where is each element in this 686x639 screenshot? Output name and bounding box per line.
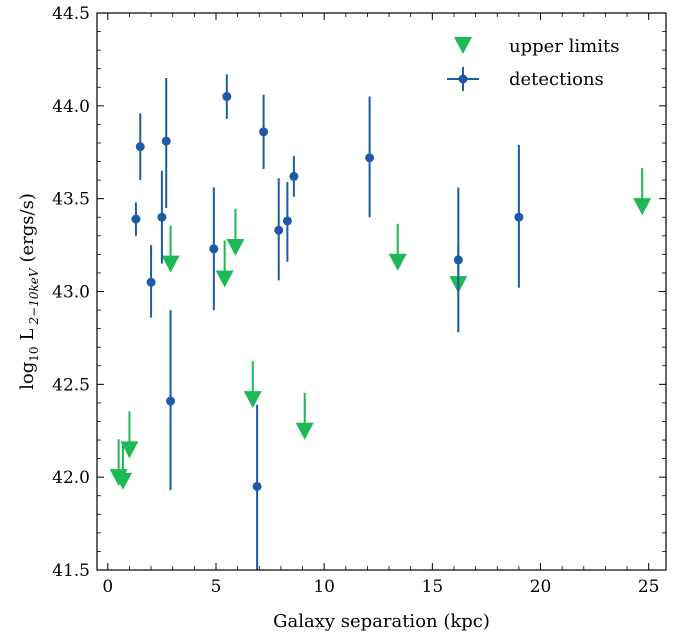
detection-point (514, 144, 524, 288)
detection-marker (514, 212, 524, 222)
y-axis-label-L: L (17, 328, 38, 340)
detection-marker (146, 277, 156, 287)
x-tick-label: 5 (211, 577, 222, 597)
detection-marker (282, 216, 292, 226)
plot-marks (109, 74, 652, 570)
upper-limit-marker (161, 255, 180, 273)
upper-limit-point (388, 223, 407, 271)
detection-marker (222, 92, 232, 102)
detection-marker (209, 244, 219, 254)
x-tick-label: 25 (638, 577, 660, 597)
detection-point (252, 404, 262, 570)
upper-limit-point (226, 208, 245, 256)
legend-label-upper-limits: upper limits (509, 36, 619, 57)
x-axis-label: Galaxy separation (kpc) (273, 611, 490, 632)
detection-point (131, 202, 141, 236)
tick-labels: 0 5 10 15 20 25 41.5 42.0 42.5 43.0 43.5 44.0 44.5 (52, 4, 659, 597)
y-axis-label: log10 L 2−10keV (ergs/s) (17, 193, 41, 390)
y-axis-label-log: log (17, 362, 38, 390)
detection-point (365, 96, 375, 218)
detection-point (222, 74, 232, 119)
detection-marker (131, 214, 141, 224)
y-tick-label: 42.0 (52, 468, 90, 488)
detection-point (289, 155, 299, 197)
legend-marker-detections-dot (458, 74, 468, 84)
legend-marker-upper-limits (454, 37, 472, 54)
detection-point (282, 181, 292, 262)
y-tick-label: 43.0 (52, 283, 90, 303)
upper-limit-marker (120, 441, 139, 459)
upper-limit-marker (215, 270, 234, 288)
detection-marker (252, 481, 262, 491)
detection-marker (166, 396, 176, 406)
detection-marker (274, 225, 284, 235)
detection-point (157, 170, 167, 264)
detection-point (274, 178, 284, 281)
y-tick-label: 43.5 (52, 190, 90, 210)
detection-point (166, 310, 176, 491)
detection-point (161, 77, 171, 208)
legend: upper limits detections (447, 36, 619, 91)
detection-point (146, 245, 156, 318)
detection-marker (453, 255, 463, 265)
upper-limit-point (120, 411, 139, 459)
detection-marker (161, 136, 171, 146)
y-tick-label: 44.0 (52, 97, 90, 117)
legend-item-upper-limits: upper limits (454, 36, 619, 57)
upper-limit-marker (295, 422, 314, 440)
x-tick-label: 10 (313, 577, 335, 597)
y-axis-label-unit: (ergs/s) (17, 193, 38, 262)
legend-item-detections: detections (447, 67, 604, 91)
upper-limit-marker (226, 238, 245, 256)
detection-marker (135, 142, 145, 152)
detection-marker (365, 153, 375, 163)
x-tick-label: 15 (422, 577, 444, 597)
plot-frame (96, 12, 667, 571)
detection-point (453, 187, 463, 333)
upper-limit-point (215, 240, 234, 288)
x-tick-label: 20 (530, 577, 552, 597)
upper-limit-point (161, 225, 180, 273)
x-tick-label: 0 (102, 577, 113, 597)
upper-limit-point (243, 361, 262, 409)
detection-point (209, 187, 219, 311)
y-tick-label: 44.5 (52, 4, 90, 24)
upper-limit-point (295, 392, 314, 440)
y-tick-label: 41.5 (52, 561, 90, 581)
upper-limit-point (633, 168, 652, 216)
upper-limit-marker (388, 253, 407, 271)
upper-limit-marker (243, 391, 262, 409)
detection-marker (259, 127, 269, 137)
upper-limit-marker (633, 198, 652, 216)
axis-ticks (97, 12, 666, 571)
detection-point (135, 113, 145, 181)
detection-point (259, 94, 269, 169)
y-axis-label-band: 2−10keV (27, 267, 41, 325)
y-tick-label: 42.5 (52, 375, 90, 395)
upper-limit-marker (113, 472, 132, 490)
legend-label-detections: detections (509, 69, 604, 90)
upper-limit-point (113, 442, 132, 490)
detection-marker (157, 212, 167, 222)
y-axis-label-log-sub: 10 (27, 346, 41, 361)
detection-marker (289, 171, 299, 181)
